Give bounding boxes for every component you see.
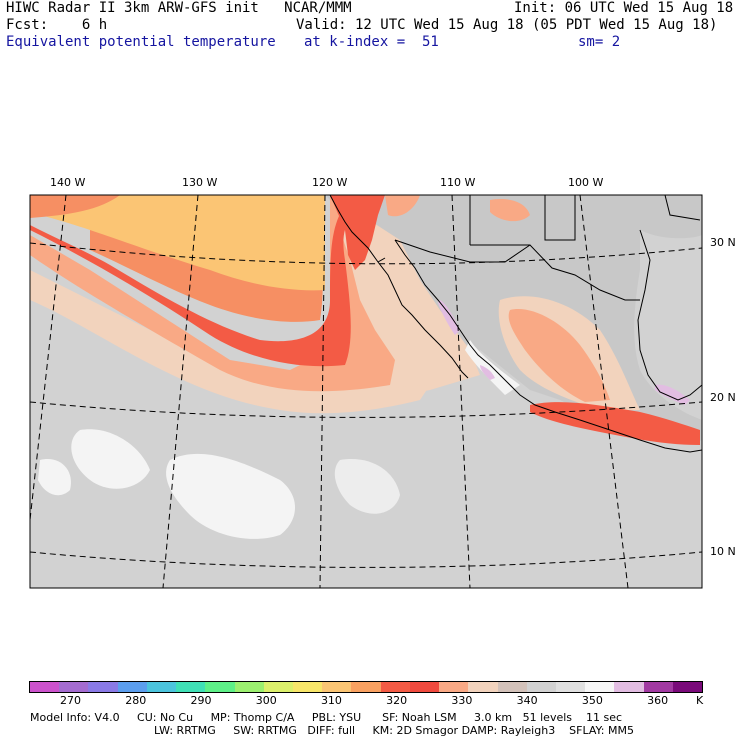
colorbar-swatch — [351, 682, 381, 692]
colorbar-tick-label: 320 — [386, 694, 408, 707]
coastal-red — [330, 195, 385, 270]
colorbar-swatch — [526, 682, 556, 692]
init-time: Init: 06 UTC Wed 15 Aug 18 — [514, 0, 734, 16]
colorbar-tick-label: 300 — [255, 694, 277, 707]
smoothing-value: sm= 2 — [578, 34, 621, 50]
colorbar-swatch — [234, 682, 264, 692]
map-frame — [29, 194, 703, 589]
mexico-salmon — [508, 309, 610, 402]
field-name: Equivalent potential temperature — [6, 34, 276, 50]
colorbar — [29, 681, 703, 693]
coastlines — [329, 195, 702, 453]
colorbar-swatch — [585, 682, 615, 692]
colorbar-swatch — [672, 682, 703, 692]
colorbar-swatch — [439, 682, 469, 692]
colorbar-tick-label: 290 — [190, 694, 212, 707]
colorbar-swatch — [176, 682, 206, 692]
colorbar-tick-label: 350 — [581, 694, 603, 707]
lat-label-30n: 30 N — [710, 236, 736, 249]
us-salmon — [490, 198, 530, 222]
colorbar-unit: K — [696, 694, 704, 707]
light-orange-top — [30, 195, 325, 291]
valid-time: Valid: 12 UTC Wed 15 Aug 18 (05 PDT Wed … — [296, 17, 718, 33]
lavender-gulf-speck — [655, 384, 690, 405]
colorbar-swatch — [59, 682, 89, 692]
colorbar-swatch — [205, 682, 235, 692]
lon-label-120w: 120 W — [312, 176, 348, 189]
lavender-gulf — [438, 300, 460, 335]
forecast-hour: Fcst: 6 h — [6, 17, 108, 33]
colorbar-swatch — [292, 682, 323, 692]
white-patch-1 — [166, 453, 295, 539]
lon-label-100w: 100 W — [568, 176, 604, 189]
colorbar-swatch — [614, 682, 644, 692]
lon-label-110w: 110 W — [440, 176, 476, 189]
colorbar-swatch — [380, 682, 410, 692]
model-info-line2: LW: RRTMG SW: RRTMG DIFF: full KM: 2D Sm… — [154, 724, 634, 737]
colorbar-swatch — [643, 682, 673, 692]
colorbar-tick-label: 340 — [516, 694, 538, 707]
colorbar-tick-label: 360 — [647, 694, 669, 707]
colorbar-tick-label: 270 — [60, 694, 81, 707]
colorbar-swatch — [146, 682, 177, 692]
mexico-south-red — [530, 402, 700, 445]
map-field — [30, 195, 702, 588]
model-info-line1: Model Info: V4.0 CU: No Cu MP: Thomp C/A… — [30, 711, 623, 724]
colorbar-swatch — [88, 682, 118, 692]
ca-salmon — [385, 195, 420, 217]
colorbar-swatch — [263, 682, 293, 692]
colorbar-swatch — [117, 682, 147, 692]
gulf-of-mexico — [634, 230, 702, 420]
lat-label-20n: 20 N — [710, 391, 736, 404]
level-index: at k-index = 51 — [304, 34, 439, 50]
colorbar-tick-label: 330 — [451, 694, 473, 707]
white-patch-4 — [38, 459, 71, 496]
lon-label-140w: 140 W — [50, 176, 86, 189]
graticule — [30, 195, 702, 588]
white-patch-3 — [334, 459, 400, 514]
colorbar-swatch — [497, 682, 527, 692]
salmon-band — [30, 195, 395, 392]
white-patch-2 — [71, 429, 150, 489]
lon-label-130w: 130 W — [182, 176, 218, 189]
model-title: HIWC Radar II 3km ARW-GFS init NCAR/MMM — [6, 0, 352, 16]
colorbar-swatch — [555, 682, 586, 692]
colorbar-swatch — [409, 682, 440, 692]
orange-corner — [30, 195, 120, 218]
colorbar-swatch — [468, 682, 498, 692]
lat-label-10n: 10 N — [710, 545, 736, 558]
lavender-speck — [480, 365, 495, 380]
colorbar-tick-label: 310 — [320, 694, 342, 707]
colorbar-swatch — [30, 682, 60, 692]
colorbar-tick-label: 280 — [125, 694, 147, 707]
colorbar-swatch — [322, 682, 352, 692]
tan-band — [30, 270, 430, 414]
